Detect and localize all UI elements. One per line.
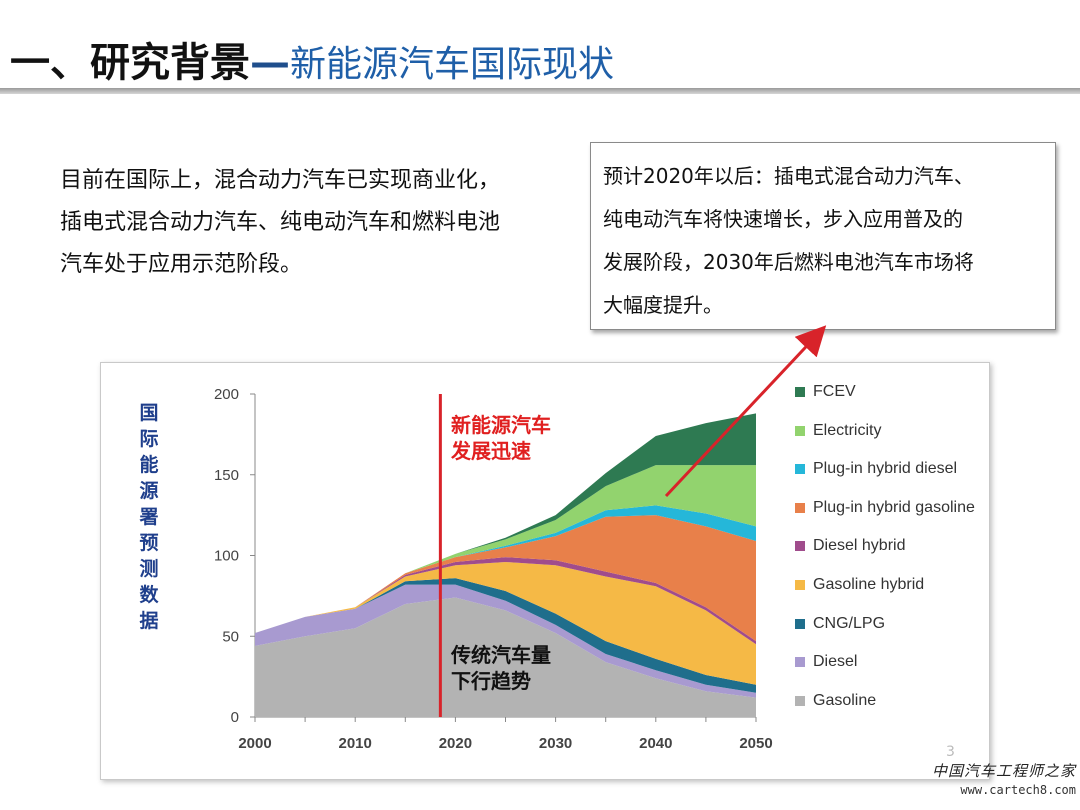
y-axis-label-char: 际 bbox=[139, 428, 159, 450]
y-axis-label-char: 能 bbox=[139, 454, 159, 476]
legend-swatch bbox=[795, 541, 805, 552]
legend-item: Gasoline hybrid bbox=[795, 573, 924, 597]
watermark-url: www.cartech8.com bbox=[960, 783, 1076, 797]
legend-swatch bbox=[795, 657, 805, 668]
title-divider bbox=[0, 88, 1080, 94]
slide-header: 一、研究背景—新能源汽车国际现状 bbox=[0, 0, 1080, 96]
legend-item: CNG/LPG bbox=[795, 612, 885, 636]
title-sub: 新能源汽车国际现状 bbox=[290, 44, 615, 85]
forecast-callout-box: 预计2020年以后：插电式混合动力汽车、 纯电动汽车将快速增长，步入应用普及的 … bbox=[590, 142, 1056, 330]
y-axis-label-char: 署 bbox=[139, 506, 159, 528]
legend-label: Electricity bbox=[813, 421, 882, 439]
callout-line: 纯电动汽车将快速增长，步入应用普及的 bbox=[603, 207, 963, 231]
intro-line: 目前在国际上，混合动力汽车已实现商业化， bbox=[60, 168, 501, 193]
y-axis-label-char: 数 bbox=[139, 584, 159, 606]
legend-swatch bbox=[795, 618, 805, 629]
legend-item: Diesel hybrid bbox=[795, 534, 905, 558]
intro-line: 汽车处于应用示范阶段。 bbox=[60, 252, 303, 277]
y-axis-label-char: 预 bbox=[139, 532, 159, 554]
intro-line: 插电式混合动力汽车、纯电动汽车和燃料电池 bbox=[60, 210, 501, 235]
legend-label: Gasoline bbox=[813, 691, 877, 709]
legend-item: Electricity bbox=[795, 419, 881, 443]
legend-swatch bbox=[795, 502, 805, 513]
legend-swatch bbox=[795, 425, 805, 436]
legend-item: Gasoline bbox=[795, 689, 876, 713]
y-axis-label-char: 源 bbox=[139, 480, 159, 502]
title-dash: — bbox=[250, 40, 290, 86]
legend-label: Plug-in hybrid gasoline bbox=[813, 498, 975, 516]
annotation-line: 下行趋势 bbox=[451, 669, 531, 693]
annotation-line: 发展迅速 bbox=[451, 439, 531, 463]
legend-item: Diesel bbox=[795, 650, 857, 674]
title-main: 一、研究背景 bbox=[10, 40, 250, 86]
legend-swatch bbox=[795, 387, 805, 397]
legend-item: Plug-in hybrid gasoline bbox=[795, 496, 975, 520]
watermark: 中国汽车工程师之家 www.cartech8.com bbox=[930, 760, 1076, 797]
legend-item: FCEV bbox=[795, 380, 856, 404]
slide-title: 一、研究背景—新能源汽车国际现状 bbox=[10, 30, 614, 88]
annotation-line: 传统汽车量 bbox=[451, 643, 551, 667]
chart-y-axis-label: 国际能源署预测数据 bbox=[136, 400, 162, 634]
annotation-line: 新能源汽车 bbox=[451, 413, 551, 437]
legend-swatch bbox=[795, 580, 805, 590]
legend-label: Gasoline hybrid bbox=[813, 576, 925, 593]
y-axis-label-char: 国 bbox=[139, 402, 159, 424]
legend-label: Diesel hybrid bbox=[813, 537, 906, 555]
legend-item: Plug-in hybrid diesel bbox=[795, 457, 957, 481]
legend-label: Plug-in hybrid diesel bbox=[813, 460, 958, 478]
annotation-new-energy: 新能源汽车 发展迅速 bbox=[451, 412, 551, 464]
page-number: 3 bbox=[946, 744, 955, 760]
legend-swatch bbox=[795, 464, 805, 475]
intro-text: 目前在国际上，混合动力汽车已实现商业化， 插电式混合动力汽车、纯电动汽车和燃料电… bbox=[60, 160, 560, 286]
legend-label: CNG/LPG bbox=[813, 614, 886, 632]
callout-line: 发展阶段，2030年后燃料电池汽车市场将 bbox=[603, 250, 974, 274]
legend-label: FCEV bbox=[813, 383, 856, 400]
callout-line: 预计2020年以后：插电式混合动力汽车、 bbox=[603, 164, 974, 188]
legend-label: Diesel bbox=[813, 653, 858, 671]
y-axis-label-char: 测 bbox=[139, 558, 159, 580]
callout-line: 大幅度提升。 bbox=[603, 293, 723, 317]
legend-swatch bbox=[795, 695, 805, 706]
watermark-name: 中国汽车工程师之家 bbox=[931, 762, 1076, 780]
y-axis-label-char: 据 bbox=[139, 610, 159, 632]
annotation-traditional: 传统汽车量 下行趋势 bbox=[451, 642, 551, 694]
